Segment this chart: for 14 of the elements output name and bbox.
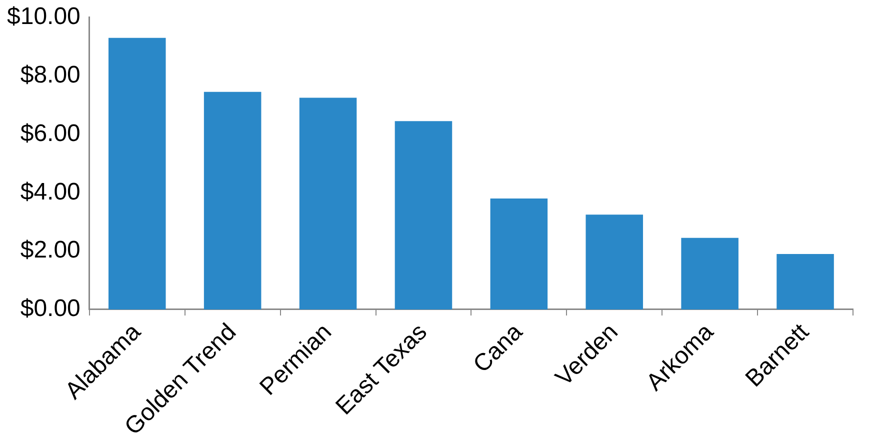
y-tick-label: $8.00: [20, 61, 80, 88]
y-tick-label: $6.00: [20, 120, 80, 147]
bar: [776, 254, 834, 310]
y-tick-label: $0.00: [20, 295, 80, 322]
bar: [394, 121, 452, 310]
bar: [490, 198, 548, 310]
bar: [204, 92, 262, 310]
bar: [586, 214, 644, 310]
y-tick-label: $2.00: [20, 236, 80, 264]
bar: [108, 38, 166, 310]
y-tick-label: $4.00: [20, 178, 80, 206]
bar: [681, 238, 738, 310]
bar: [299, 98, 357, 310]
y-tick-label: $10.00: [7, 3, 80, 30]
